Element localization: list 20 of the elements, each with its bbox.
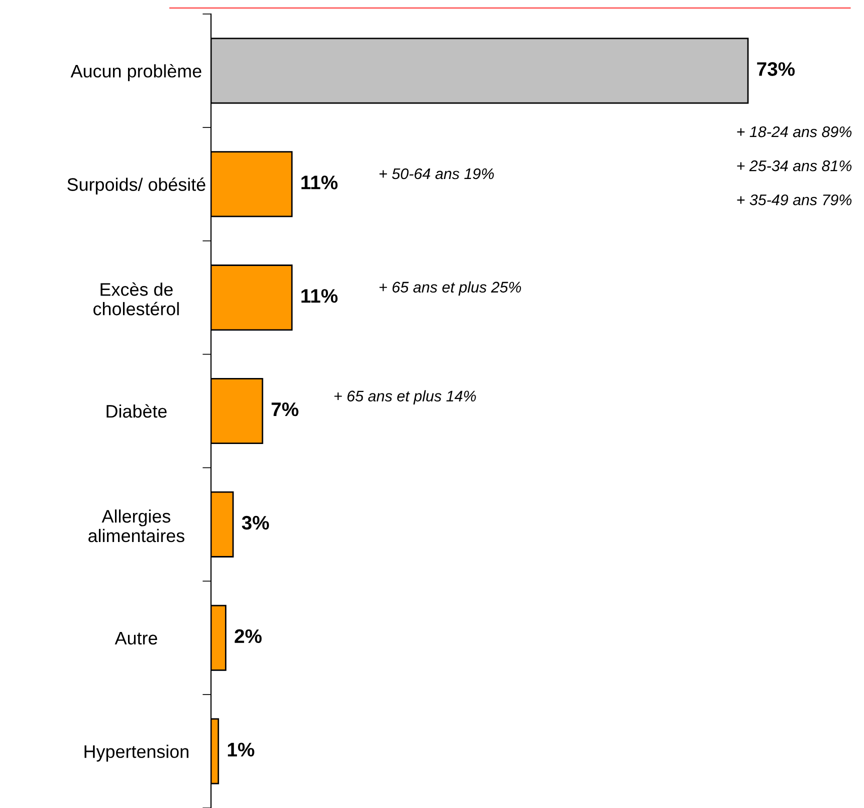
data-label: 11% (301, 176, 338, 190)
y-tick-label: Autre (114, 632, 158, 645)
y-tick-label: Excès de cholestérol (93, 282, 179, 316)
y-tick-label: Allergies alimentaires (88, 509, 184, 542)
annotation: + 65 ans et plus 14% (334, 390, 476, 405)
annotation: + 65 ans et plus 25% (380, 281, 521, 296)
data-label: 11% (301, 289, 338, 303)
y-tick-label: Surpoids/ obésité (67, 177, 206, 195)
y-tick-label: Hypertension (84, 744, 188, 762)
y-tick-label: Diabète (106, 404, 167, 418)
data-label: 2% (234, 629, 262, 644)
annotation: + 18-24 ans 89% (737, 126, 852, 138)
data-label: 3% (242, 516, 269, 530)
data-label: 7% (272, 402, 298, 416)
annotation: + 25-34 ans 81% (737, 160, 852, 172)
annotation: + 50-64 ans 19% (380, 168, 494, 180)
y-tick-label: Aucun problème (70, 64, 202, 82)
data-label: 73% (757, 62, 795, 76)
annotation: + 35-49 ans 79% (737, 194, 852, 206)
data-label: 1% (228, 742, 254, 756)
